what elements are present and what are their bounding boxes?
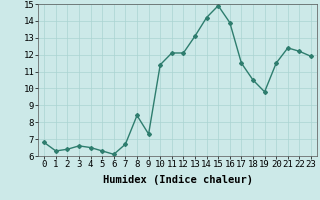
X-axis label: Humidex (Indice chaleur): Humidex (Indice chaleur) xyxy=(103,175,252,185)
